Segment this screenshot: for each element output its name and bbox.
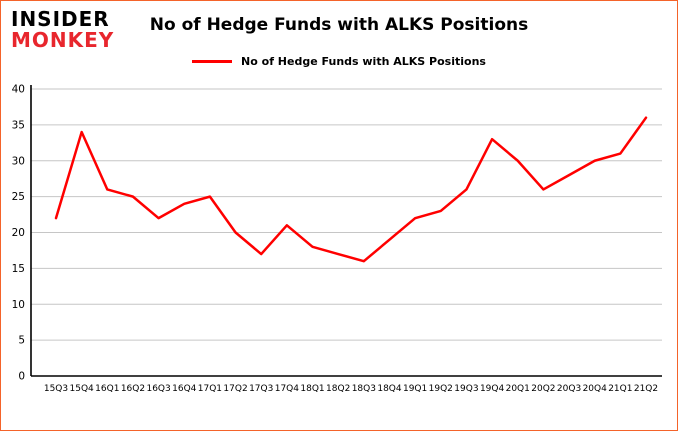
y-tick-label: 20 [12, 227, 25, 239]
x-tick-label: 16Q4 [172, 384, 197, 394]
x-tick-label: 21Q2 [634, 384, 658, 394]
x-tick-label: 17Q3 [249, 384, 273, 394]
legend-line-swatch [192, 60, 233, 63]
x-tick-label: 19Q2 [429, 384, 453, 394]
x-tick-label: 17Q2 [223, 384, 247, 394]
x-tick-label: 20Q1 [506, 384, 530, 394]
y-tick-label: 15 [12, 263, 25, 275]
y-tick-label: 0 [18, 371, 25, 383]
x-tick-label: 20Q3 [557, 384, 581, 394]
y-tick-label: 35 [12, 119, 25, 131]
y-tick-label: 5 [18, 335, 25, 347]
x-tick-label: 19Q4 [480, 384, 505, 394]
y-tick-label: 40 [12, 84, 25, 96]
x-tick-label: 18Q3 [352, 384, 376, 394]
x-tick-label: 20Q2 [531, 384, 555, 394]
x-tick-label: 16Q1 [95, 384, 119, 394]
x-tick-label: 16Q2 [121, 384, 145, 394]
chart-title: No of Hedge Funds with ALKS Positions [149, 15, 529, 35]
x-tick-label: 17Q1 [198, 384, 222, 394]
x-tick-label: 17Q4 [275, 384, 300, 394]
insider-monkey-logo: INSIDER MONKEY [11, 9, 114, 51]
x-tick-label: 21Q1 [608, 384, 632, 394]
y-tick-label: 30 [12, 155, 25, 167]
legend: No of Hedge Funds with ALKS Positions [1, 55, 677, 68]
x-tick-label: 19Q1 [403, 384, 427, 394]
y-tick-label: 10 [12, 299, 25, 311]
logo-insider-text: INSIDER [11, 7, 110, 31]
x-tick-label: 19Q3 [454, 384, 478, 394]
legend-label: No of Hedge Funds with ALKS Positions [241, 55, 486, 68]
logo-monkey-text: MONKEY [11, 28, 115, 52]
x-tick-label: 18Q2 [326, 384, 350, 394]
x-tick-label: 15Q3 [44, 384, 68, 394]
y-tick-label: 25 [12, 191, 25, 203]
x-tick-label: 15Q4 [70, 384, 95, 394]
x-tick-label: 18Q4 [377, 384, 402, 394]
x-tick-label: 18Q1 [300, 384, 324, 394]
hedge-funds-series-line [54, 116, 648, 263]
x-tick-label: 20Q4 [583, 384, 608, 394]
x-tick-label: 16Q3 [146, 384, 170, 394]
